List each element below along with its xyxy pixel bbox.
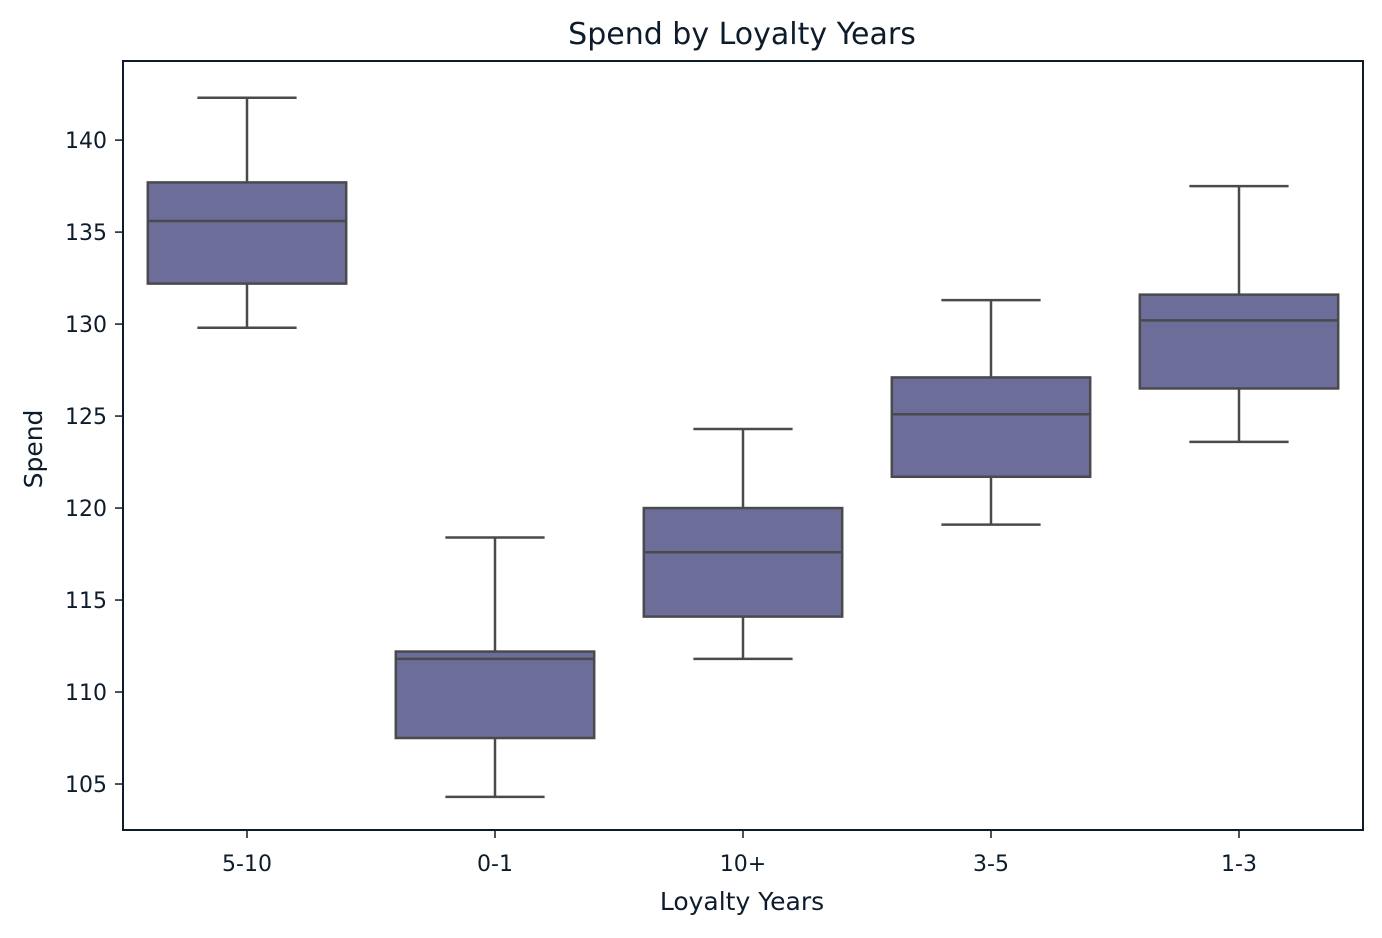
chart-title: Spend by Loyalty Years [568, 17, 916, 52]
y-tick-label: 135 [65, 221, 107, 246]
y-tick-label: 110 [65, 681, 107, 706]
box-3-5 [890, 298, 1092, 526]
box-5-10 [146, 96, 348, 330]
iqr-box [146, 181, 348, 285]
y-tick-label: 115 [65, 589, 107, 614]
x-tick-label: 0-1 [477, 852, 513, 877]
y-axis-label: Spend [19, 410, 48, 489]
box-10+ [642, 427, 844, 661]
x-axis: 5-10 0-1 10+ 3-5 1-3 [222, 830, 1257, 877]
x-tick-label: 5-10 [222, 852, 272, 877]
x-tick-label: 10+ [720, 852, 766, 877]
box-1-3 [1138, 184, 1340, 444]
y-tick-label: 130 [65, 313, 107, 338]
x-axis-label: Loyalty Years [660, 887, 824, 916]
iqr-box [642, 506, 844, 618]
box-0-1 [394, 536, 596, 799]
x-tick-label: 1-3 [1221, 852, 1257, 877]
y-tick-label: 140 [65, 129, 107, 154]
iqr-box [394, 650, 596, 740]
y-axis: 105 110 115 120 125 130 135 140 [65, 129, 123, 798]
iqr-box [1138, 293, 1340, 390]
x-tick-label: 3-5 [973, 852, 1009, 877]
iqr-box [890, 376, 1092, 479]
y-tick-label: 120 [65, 497, 107, 522]
box-series [146, 96, 1340, 799]
y-tick-label: 125 [65, 405, 107, 430]
y-tick-label: 105 [65, 773, 107, 798]
